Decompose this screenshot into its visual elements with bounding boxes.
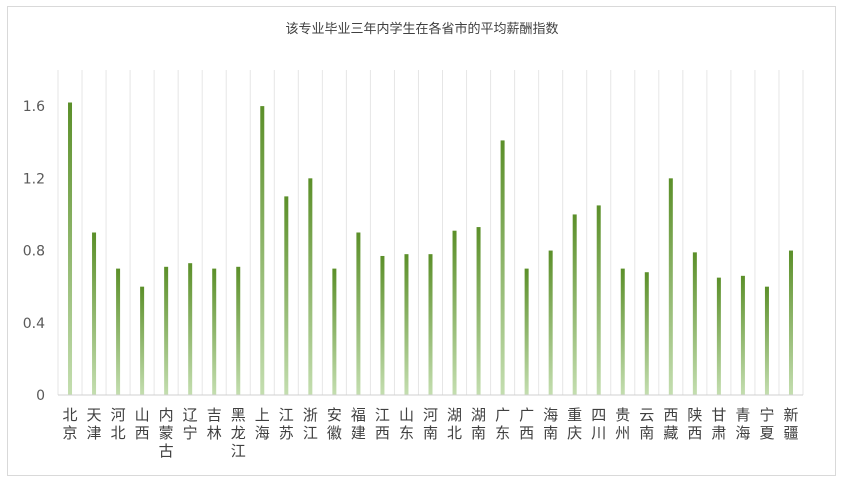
y-tick-label: 1.2 xyxy=(23,171,45,187)
bar-福建 xyxy=(356,232,361,395)
x-axis-categories: 北京天津河北山西内蒙古辽宁吉林黑龙江上海江苏浙江安徽福建江西山东河南湖北湖南广东… xyxy=(63,406,799,460)
x-category-label: 上海 xyxy=(255,406,270,442)
bar-云南 xyxy=(644,272,649,395)
bar-贵州 xyxy=(620,268,625,395)
x-category-label: 山西 xyxy=(135,406,150,442)
y-tick-label: 1.6 xyxy=(23,99,45,115)
x-category-label: 河南 xyxy=(423,406,438,442)
bar-江西 xyxy=(380,255,385,395)
x-category-label: 山东 xyxy=(399,406,414,442)
bar-江苏 xyxy=(284,196,289,395)
bar-新疆 xyxy=(788,250,793,395)
x-category-label: 新疆 xyxy=(783,406,798,442)
x-category-label: 江苏 xyxy=(279,406,294,442)
x-category-label: 广西 xyxy=(519,406,534,442)
y-tick-label: 0.4 xyxy=(23,316,45,332)
bar-湖南 xyxy=(476,227,481,395)
x-category-label: 海南 xyxy=(543,406,558,442)
x-category-label: 湖南 xyxy=(471,406,486,442)
x-category-label: 西藏 xyxy=(663,406,678,442)
bar-黑龙江 xyxy=(236,266,241,395)
x-category-label: 北京 xyxy=(63,406,78,442)
x-category-label: 河北 xyxy=(111,406,126,442)
bar-辽宁 xyxy=(188,263,193,395)
x-category-label: 青海 xyxy=(735,406,750,442)
bar-重庆 xyxy=(572,214,577,395)
x-category-label: 陕西 xyxy=(687,406,702,442)
x-category-label: 吉林 xyxy=(207,406,222,442)
x-category-label: 贵州 xyxy=(615,406,630,442)
bar-北京 xyxy=(68,102,73,395)
x-category-label: 江西 xyxy=(375,406,390,442)
bar-河北 xyxy=(116,268,121,395)
x-category-label: 浙江 xyxy=(303,406,318,442)
bar-内蒙古 xyxy=(164,266,169,395)
x-category-label: 云南 xyxy=(639,406,654,442)
bar-西藏 xyxy=(668,178,673,395)
x-category-label: 内蒙古 xyxy=(159,406,174,460)
chart-title: 该专业毕业三年内学生在各省市的平均薪酬指数 xyxy=(285,22,559,37)
chart-frame xyxy=(7,6,836,476)
bar-天津 xyxy=(92,232,97,395)
bar-浙江 xyxy=(308,178,313,395)
bar-上海 xyxy=(260,106,265,395)
x-category-label: 福建 xyxy=(351,406,366,442)
grid-lines xyxy=(57,70,804,395)
bar-河南 xyxy=(428,254,433,395)
x-category-label: 重庆 xyxy=(567,406,582,442)
x-category-label: 湖北 xyxy=(447,406,462,442)
bar-广东 xyxy=(500,140,505,395)
x-category-label: 辽宁 xyxy=(183,406,198,442)
x-category-label: 安徽 xyxy=(327,406,342,442)
bar-甘肃 xyxy=(716,277,721,395)
x-category-label: 宁夏 xyxy=(759,406,774,442)
bar-陕西 xyxy=(692,252,697,395)
y-tick-label: 0 xyxy=(36,388,45,404)
y-axis-ticks: 0 0.4 0.8 1.2 1.6 xyxy=(23,99,45,404)
bar-湖北 xyxy=(452,230,457,395)
bar-宁夏 xyxy=(764,286,769,395)
x-category-label: 天津 xyxy=(87,406,102,442)
bar-广西 xyxy=(524,268,529,395)
x-category-label: 甘肃 xyxy=(711,406,726,442)
bar-四川 xyxy=(596,205,601,395)
x-category-label: 四川 xyxy=(591,406,606,442)
x-category-label: 黑龙江 xyxy=(231,406,246,460)
bar-青海 xyxy=(740,275,745,395)
x-category-label: 广东 xyxy=(495,406,510,442)
bar-吉林 xyxy=(212,268,217,395)
bar-山东 xyxy=(404,254,409,395)
bar-安徽 xyxy=(332,268,337,395)
bar-山西 xyxy=(140,286,145,395)
y-tick-label: 0.8 xyxy=(23,244,45,260)
bar-海南 xyxy=(548,250,553,395)
bars xyxy=(68,102,793,395)
